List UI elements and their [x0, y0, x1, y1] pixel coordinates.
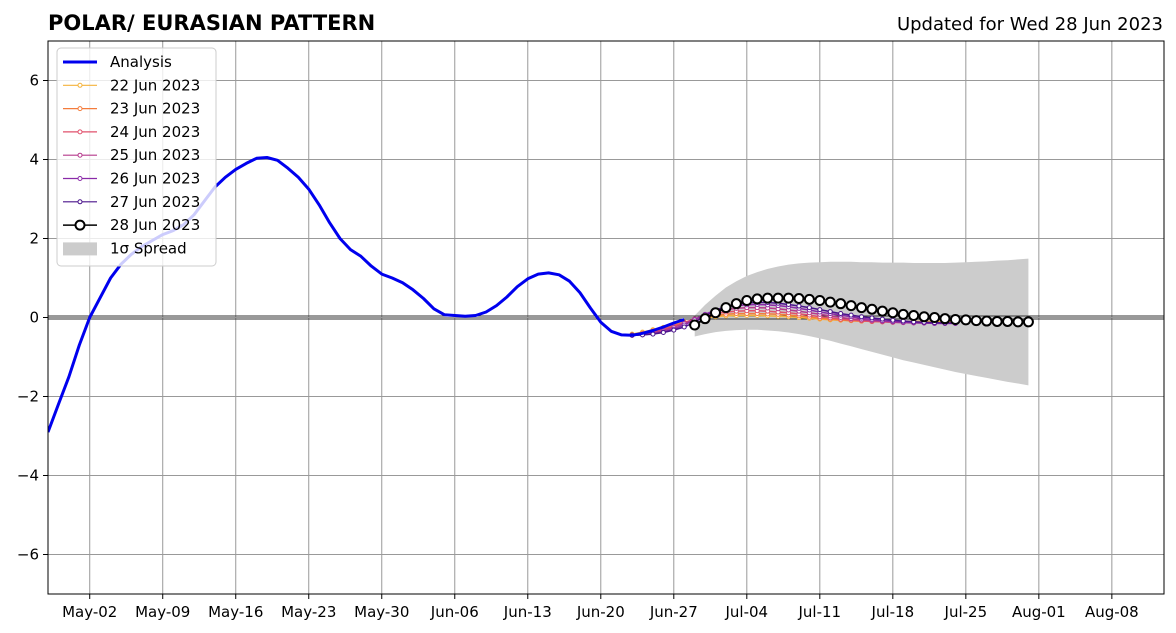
series-point — [817, 307, 823, 313]
legend-label: 22 Jun 2023 — [110, 76, 200, 94]
series-point — [671, 327, 677, 333]
legend-marker — [77, 152, 83, 158]
main-forecast-point — [866, 303, 878, 315]
main-forecast-point — [887, 307, 899, 319]
main-forecast-point — [783, 292, 795, 304]
y-tick-label: 6 — [29, 72, 39, 90]
legend-marker — [77, 129, 83, 135]
x-tick-label: Aug-08 — [1085, 603, 1139, 621]
main-forecast-point — [981, 315, 993, 327]
main-forecast-point — [751, 293, 763, 305]
series-point — [806, 305, 812, 311]
series-point — [879, 316, 885, 322]
legend: Analysis 22 Jun 2023 23 Jun 2023 24 Jun 202… — [56, 47, 217, 267]
series-point — [827, 309, 833, 315]
series-point — [838, 311, 844, 317]
legend-marker — [77, 106, 83, 112]
main-forecast-point — [918, 311, 930, 323]
main-forecast-point — [824, 296, 836, 308]
main-forecast-point — [1002, 315, 1014, 327]
legend-label: 25 Jun 2023 — [110, 146, 200, 164]
main-forecast-point — [689, 319, 701, 331]
series-point — [859, 314, 865, 320]
y-tick-label: 2 — [29, 230, 39, 248]
x-tick-label: Jun-13 — [503, 603, 552, 621]
main-forecast-point — [835, 298, 847, 310]
y-tick-label: −2 — [17, 388, 39, 406]
main-forecast-point — [939, 313, 951, 325]
x-tick-label: Jul-25 — [944, 603, 988, 621]
y-tick-label: −6 — [17, 546, 39, 564]
main-forecast-point — [960, 314, 972, 326]
main-forecast-point — [730, 298, 742, 310]
legend-box — [56, 47, 217, 267]
chart-title: POLAR/ EURASIAN PATTERN — [48, 11, 375, 35]
main-forecast-point — [793, 293, 805, 305]
legend-marker — [74, 219, 86, 231]
x-tick-label: Jun-27 — [649, 603, 698, 621]
main-forecast-point — [908, 310, 920, 322]
series-layer — [48, 156, 1034, 433]
y-tick-label: 4 — [29, 151, 39, 169]
legend-swatch — [63, 242, 97, 256]
main-forecast-point — [856, 302, 868, 314]
main-forecast-point — [970, 315, 982, 327]
main-forecast-point — [876, 305, 888, 317]
series-point — [848, 312, 854, 318]
main-forecast-point — [762, 292, 774, 304]
x-tick-label: Aug-01 — [1012, 603, 1066, 621]
legend-label: 28 Jun 2023 — [110, 216, 200, 234]
y-tick-label: 0 — [29, 309, 39, 327]
main-forecast-point — [1022, 316, 1034, 328]
main-forecast-point — [929, 312, 941, 323]
main-forecast-point — [991, 315, 1003, 327]
main-forecast-point — [741, 295, 753, 307]
main-forecast-point — [699, 313, 711, 325]
series-point — [869, 315, 875, 321]
series-point — [660, 330, 666, 336]
main-forecast-point — [1012, 316, 1024, 328]
legend-marker — [77, 176, 83, 181]
legend-label: 27 Jun 2023 — [110, 193, 200, 211]
main-forecast-point — [845, 300, 857, 312]
x-tick-label: May-30 — [354, 603, 409, 621]
series-point — [681, 324, 687, 330]
legend-label: Analysis — [110, 53, 172, 71]
main-forecast-point — [803, 293, 815, 305]
series-point — [796, 303, 802, 309]
legend-label: 23 Jun 2023 — [110, 100, 200, 118]
legend-label: 24 Jun 2023 — [110, 123, 200, 141]
y-tick-label: −4 — [17, 467, 39, 485]
x-tick-label: May-16 — [208, 603, 263, 621]
legend-marker — [77, 199, 83, 205]
x-tick-label: May-23 — [281, 603, 336, 621]
x-tick-label: Jul-11 — [798, 603, 842, 621]
main-forecast-point — [772, 292, 784, 304]
plot-frame — [47, 40, 1165, 595]
legend-marker — [77, 82, 83, 88]
tick-labels: May-02 May-09 May-16 May-23 May-30 Jun-06 Jun-… — [17, 72, 1139, 622]
main-forecast-point — [814, 295, 826, 307]
legend-label: 1σ Spread — [110, 239, 187, 257]
main-forecast-point — [949, 313, 961, 325]
main-forecast-point — [720, 302, 732, 314]
series-point — [890, 317, 896, 323]
main-forecast-point — [897, 308, 909, 320]
chart-subtitle: Updated for Wed 28 Jun 2023 — [897, 14, 1163, 35]
series-point — [650, 331, 656, 337]
x-tick-label: Jun-20 — [576, 603, 625, 621]
x-tick-label: Jul-18 — [871, 603, 915, 621]
main-forecast-point — [710, 307, 722, 319]
x-tick-label: May-09 — [135, 603, 190, 621]
x-tick-label: Jun-06 — [430, 603, 479, 621]
x-tick-label: Jul-04 — [724, 603, 768, 621]
legend-label: 26 Jun 2023 — [110, 170, 200, 188]
x-tick-label: May-02 — [62, 603, 117, 621]
